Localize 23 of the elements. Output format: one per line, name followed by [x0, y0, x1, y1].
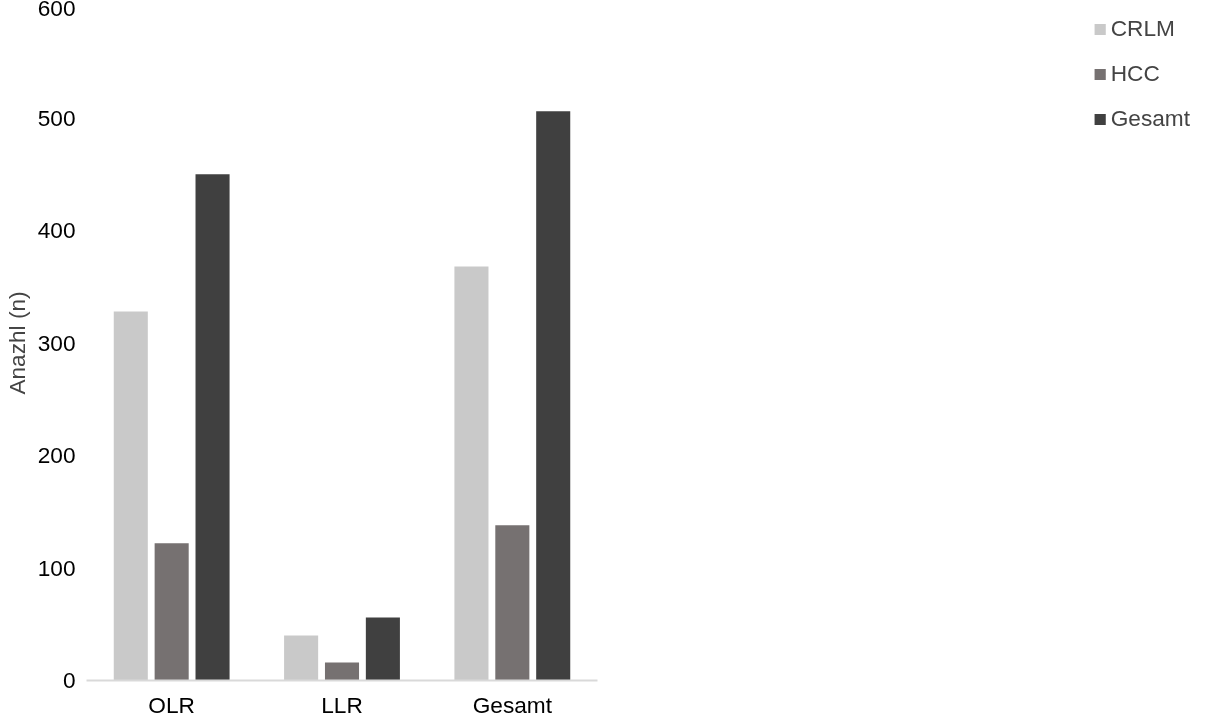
- bar: [154, 543, 189, 681]
- bar: [454, 266, 489, 681]
- y-tick-label: 200: [37, 442, 76, 468]
- bar: [195, 174, 230, 681]
- y-axis-title: Anazhl (n): [3, 291, 30, 395]
- x-tick-label: OLR: [148, 691, 195, 718]
- legend-label: CRLM: [1110, 15, 1175, 42]
- y-tick-label: 300: [37, 329, 76, 356]
- x-tick-label: LLR: [321, 691, 363, 718]
- bar: [324, 662, 360, 681]
- legend-label: HCC: [1110, 60, 1160, 87]
- x-tick-label: Gesamt: [472, 691, 553, 718]
- bar: [365, 617, 400, 681]
- bar: [284, 635, 319, 681]
- y-tick-label: 100: [37, 554, 76, 581]
- y-tick-label: 600: [37, 0, 76, 21]
- y-tick-label: 0: [62, 667, 76, 693]
- bar: [536, 111, 571, 681]
- y-tick-label: 500: [37, 104, 76, 131]
- y-tick-label: 400: [37, 217, 76, 243]
- legend-label: Gesamt: [1110, 105, 1190, 132]
- bar: [495, 525, 530, 681]
- bar: [113, 311, 148, 681]
